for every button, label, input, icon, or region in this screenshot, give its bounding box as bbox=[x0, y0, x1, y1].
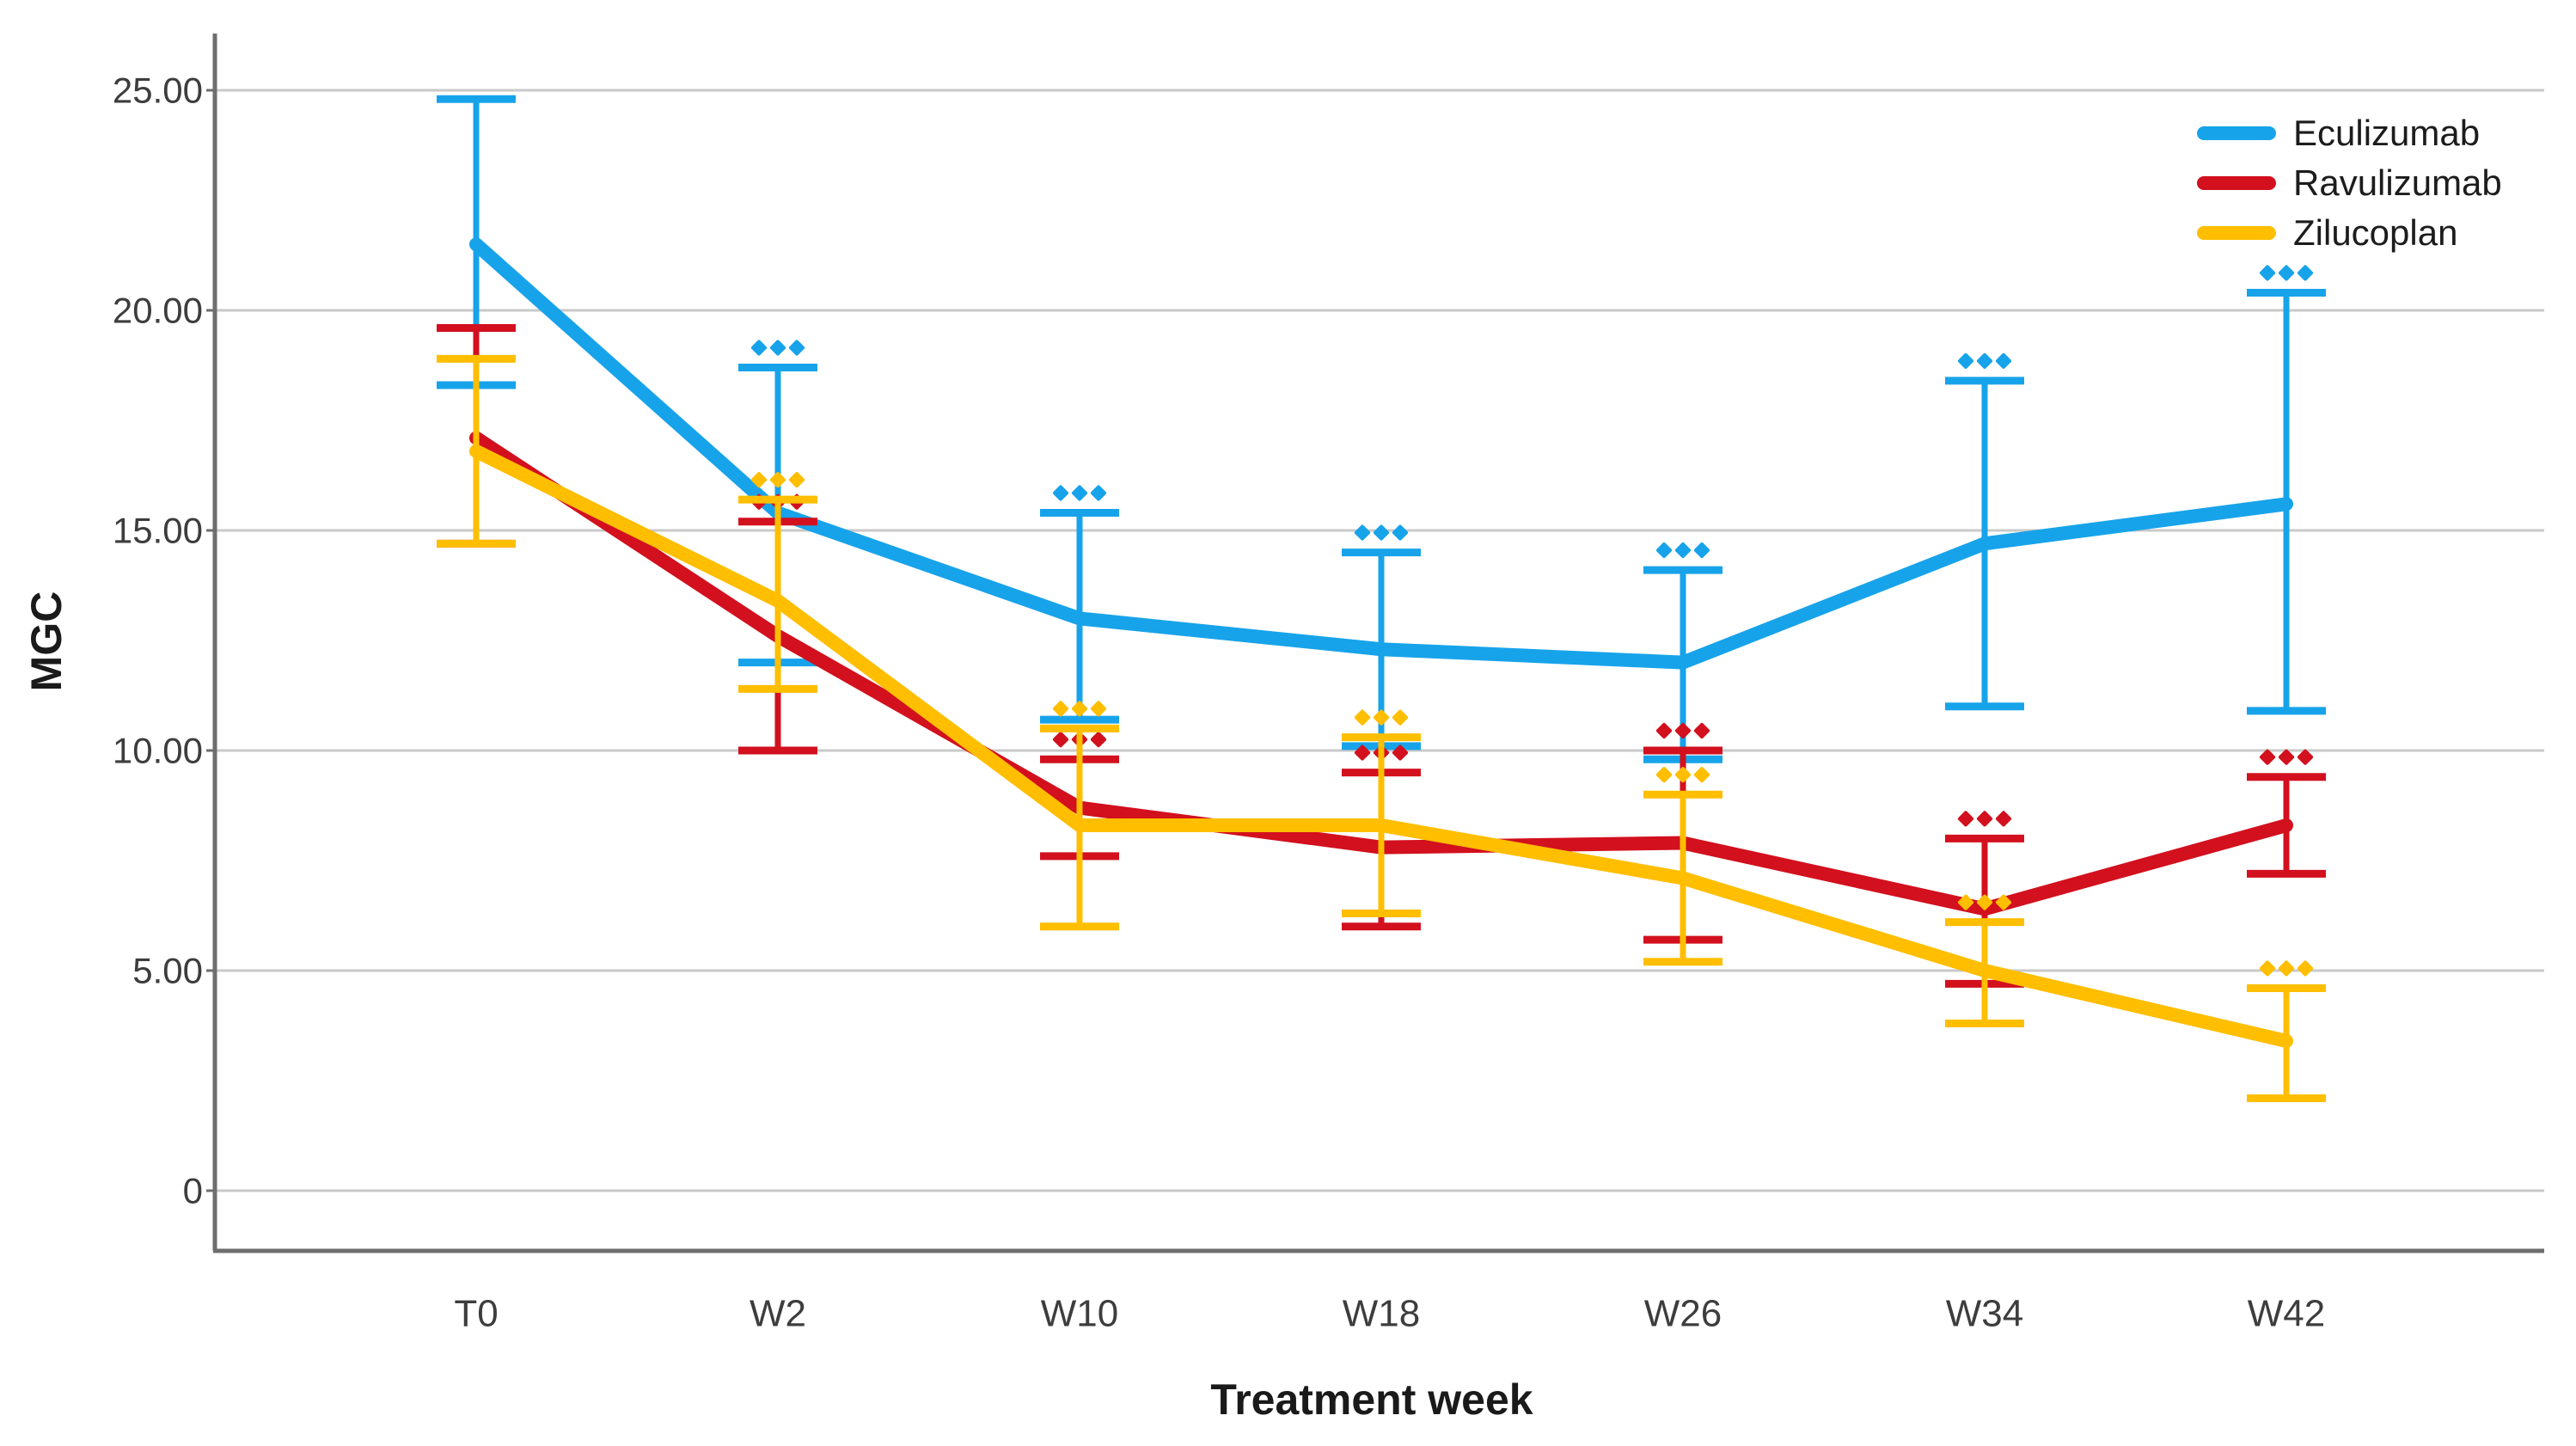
significance-dots-eculizumab-W26 bbox=[1674, 542, 1692, 559]
y-axis-title: MGC bbox=[22, 591, 70, 692]
x-tick-label: W2 bbox=[750, 1293, 806, 1335]
legend-item-eculizumab: Eculizumab bbox=[2197, 108, 2502, 158]
significance-dots-ravulizumab-W42 bbox=[2278, 749, 2295, 765]
x-axis-title: Treatment week bbox=[1210, 1376, 1533, 1424]
significance-dots-ravulizumab-W18 bbox=[1392, 744, 1409, 761]
significance-dots-ravulizumab-W26 bbox=[1693, 722, 1710, 739]
significance-dots-eculizumab-W18 bbox=[1354, 524, 1371, 541]
legend-label-ravulizumab: Ravulizumab bbox=[2293, 162, 2502, 203]
significance-dots-ravulizumab-W26 bbox=[1674, 722, 1692, 739]
legend-label-eculizumab: Eculizumab bbox=[2293, 113, 2481, 153]
significance-dots-eculizumab-W10 bbox=[1052, 485, 1069, 501]
significance-dots-zilucoplan-W18 bbox=[1392, 709, 1409, 726]
x-tick-label: W26 bbox=[1644, 1293, 1722, 1335]
significance-dots-ravulizumab-W42 bbox=[2297, 749, 2314, 765]
legend-swatch-ravulizumab bbox=[2197, 176, 2276, 190]
legend-item-zilucoplan: Zilucoplan bbox=[2197, 208, 2502, 258]
significance-dots-zilucoplan-W42 bbox=[2297, 960, 2314, 977]
significance-dots-ravulizumab-W34 bbox=[1976, 811, 1993, 827]
significance-dots-eculizumab-W42 bbox=[2278, 265, 2295, 281]
significance-dots-ravulizumab-W26 bbox=[1655, 722, 1673, 739]
legend-swatch-eculizumab bbox=[2197, 126, 2276, 140]
significance-dots-eculizumab-W42 bbox=[2259, 265, 2276, 281]
significance-dots-zilucoplan-W10 bbox=[1090, 701, 1107, 717]
y-tick-label: 15.00 bbox=[113, 511, 203, 551]
significance-dots-zilucoplan-W2 bbox=[750, 472, 768, 488]
significance-dots-eculizumab-W26 bbox=[1655, 542, 1673, 559]
x-tick-label: W34 bbox=[1946, 1293, 2023, 1335]
y-tick-label: 25.00 bbox=[113, 70, 203, 111]
legend-swatch-zilucoplan bbox=[2197, 226, 2276, 240]
significance-dots-ravulizumab-W10 bbox=[1090, 732, 1107, 748]
significance-dots-zilucoplan-W10 bbox=[1071, 701, 1088, 717]
significance-dots-zilucoplan-W34 bbox=[1995, 894, 2012, 910]
y-tick-label: 5.00 bbox=[132, 951, 203, 991]
significance-dots-zilucoplan-W26 bbox=[1674, 767, 1692, 783]
significance-dots-ravulizumab-W34 bbox=[1957, 811, 1974, 827]
y-tick-label: 10.00 bbox=[113, 731, 203, 771]
significance-dots-zilucoplan-W2 bbox=[788, 472, 805, 488]
significance-dots-zilucoplan-W10 bbox=[1052, 701, 1069, 717]
significance-dots-ravulizumab-W34 bbox=[1995, 811, 2012, 827]
y-tick-label: 0 bbox=[183, 1171, 203, 1211]
significance-dots-zilucoplan-W18 bbox=[1354, 709, 1371, 726]
significance-dots-zilucoplan-W42 bbox=[2278, 960, 2295, 977]
significance-dots-eculizumab-W34 bbox=[1995, 352, 2012, 369]
significance-dots-eculizumab-W2 bbox=[788, 340, 805, 356]
significance-dots-eculizumab-W2 bbox=[750, 340, 768, 356]
significance-dots-zilucoplan-W34 bbox=[1976, 894, 1993, 910]
significance-dots-zilucoplan-W26 bbox=[1655, 767, 1673, 783]
significance-dots-eculizumab-W26 bbox=[1693, 542, 1710, 559]
significance-dots-eculizumab-W2 bbox=[769, 340, 786, 356]
significance-dots-eculizumab-W18 bbox=[1392, 524, 1409, 541]
significance-dots-eculizumab-W10 bbox=[1071, 485, 1088, 501]
significance-dots-zilucoplan-W18 bbox=[1373, 709, 1390, 726]
significance-dots-ravulizumab-W42 bbox=[2259, 749, 2276, 765]
significance-dots-ravulizumab-W18 bbox=[1354, 744, 1371, 761]
significance-dots-zilucoplan-W26 bbox=[1693, 767, 1710, 783]
significance-dots-zilucoplan-W2 bbox=[769, 472, 786, 488]
significance-dots-eculizumab-W34 bbox=[1957, 352, 1974, 369]
significance-dots-eculizumab-W10 bbox=[1090, 485, 1107, 501]
y-tick-label: 20.00 bbox=[113, 291, 203, 331]
x-tick-label: W18 bbox=[1343, 1293, 1420, 1335]
legend-label-zilucoplan: Zilucoplan bbox=[2293, 212, 2458, 253]
significance-dots-ravulizumab-W10 bbox=[1052, 732, 1069, 748]
significance-dots-zilucoplan-W34 bbox=[1957, 894, 1974, 910]
x-tick-label: T0 bbox=[454, 1293, 498, 1335]
legend-item-ravulizumab: Ravulizumab bbox=[2197, 158, 2502, 208]
significance-dots-zilucoplan-W42 bbox=[2259, 960, 2276, 977]
x-tick-label: W10 bbox=[1041, 1293, 1118, 1335]
significance-dots-eculizumab-W18 bbox=[1373, 524, 1390, 541]
series-line-zilucoplan bbox=[469, 444, 2293, 1048]
significance-dots-eculizumab-W42 bbox=[2297, 265, 2314, 281]
legend: Eculizumab Ravulizumab Zilucoplan bbox=[2197, 108, 2502, 258]
x-tick-label: W42 bbox=[2248, 1293, 2325, 1335]
significance-dots-eculizumab-W34 bbox=[1976, 352, 1993, 369]
